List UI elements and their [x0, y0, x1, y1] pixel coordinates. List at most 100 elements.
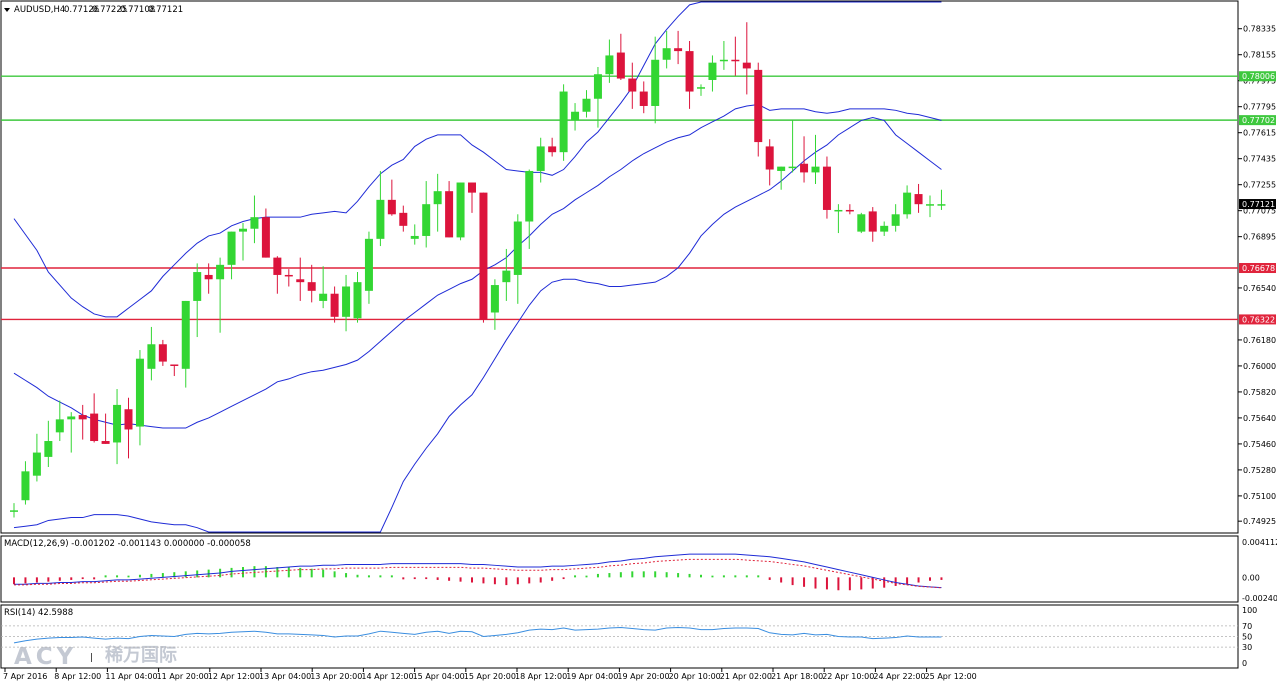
time-tick-label: 21 Apr 18:00 [771, 672, 823, 681]
bollinger-mid [13, 104, 942, 429]
rsi-tick-label: 0 [1242, 659, 1247, 668]
candle-bull [227, 231, 236, 265]
price-tick-label: 0.78155 [1243, 51, 1276, 60]
rsi-tick-label: 50 [1242, 633, 1252, 642]
time-tick-label: 15 Apr 04:00 [413, 672, 465, 681]
candle-bull [559, 91, 568, 153]
candle-bear [628, 78, 637, 92]
candle-bear [445, 191, 454, 238]
price-tick-label: 0.77615 [1243, 129, 1276, 138]
candle-bear [124, 409, 133, 430]
candle-bull [216, 264, 225, 280]
macd-label: MACD(12,26,9) -0.001202 -0.001143 0.0000… [4, 539, 251, 549]
logo-divider: | [90, 653, 93, 663]
macd-tick-label: -0.002409 [1242, 594, 1277, 603]
candle-bear [307, 282, 316, 291]
candle-bull [490, 285, 499, 313]
candle-bull [582, 98, 591, 112]
candle-bull [44, 441, 53, 457]
candle-bear [273, 257, 282, 275]
candle-bull [937, 204, 946, 206]
candle-bear [284, 274, 293, 277]
price-tick-label: 0.75820 [1243, 388, 1276, 397]
price-tick-label: 0.75640 [1243, 414, 1276, 423]
price-tick-label: 0.76180 [1243, 336, 1276, 345]
macd-panel-border [0, 535, 1239, 603]
candle-bull [880, 225, 889, 232]
level-price-tag [1239, 115, 1276, 126]
candle-bear [800, 163, 809, 173]
rsi-tick-label: 70 [1242, 622, 1252, 631]
candle-bear [822, 166, 831, 210]
candle-bull [21, 471, 30, 501]
time-tick-label: 7 Apr 2016 [3, 672, 47, 681]
time-tick-label: 12 Apr 12:00 [208, 672, 260, 681]
time-tick-label: 24 Apr 22:00 [873, 672, 925, 681]
candle-bull [903, 192, 912, 215]
candle-bull [571, 111, 580, 121]
candle-bull [777, 166, 786, 171]
candle-bear [479, 192, 488, 320]
candle-bear [754, 69, 763, 143]
candle-bear [158, 344, 167, 362]
candle-bear [674, 48, 683, 52]
candle-bull [433, 191, 442, 205]
price-tick-label: 0.76540 [1243, 284, 1276, 293]
candle-bear [204, 274, 213, 280]
candle-bear [914, 194, 923, 205]
candle-bull [719, 59, 728, 62]
logo-text-cn: 稀万国际 [105, 644, 177, 666]
time-tick-label: 22 Apr 10:00 [822, 672, 874, 681]
candle-bull [181, 300, 190, 369]
candle-bull [834, 209, 843, 212]
price-tick-label: 0.77255 [1243, 181, 1276, 190]
candle-bear [170, 364, 179, 366]
candle-bull [67, 416, 76, 420]
candle-bull [353, 282, 362, 319]
candle-bull [147, 344, 156, 369]
candle-bull [376, 199, 385, 239]
candle-bull [536, 146, 545, 171]
level-price-label: 0.76322 [1242, 315, 1275, 324]
level-price-tag [1239, 314, 1276, 325]
time-tick-label: 20 Apr 10:00 [669, 672, 721, 681]
candle-bull [319, 293, 328, 301]
time-tick-label: 8 Apr 12:00 [54, 672, 101, 681]
candle-bull [10, 510, 18, 512]
chart-header: AUDUSD,H4 0.77126 0.77225 0.77108 0.7712… [4, 5, 183, 15]
candle-bull [811, 166, 820, 173]
candle-bull [502, 270, 511, 283]
candle-bull [513, 221, 522, 275]
price-tick-label: 0.75460 [1243, 440, 1276, 449]
rsi-tick-label: 100 [1242, 606, 1257, 615]
candle-bull [193, 272, 202, 301]
candle-bear [330, 293, 339, 317]
candle-bear [261, 217, 270, 258]
candle-bull [891, 214, 900, 226]
price-tick-label: 0.74925 [1243, 517, 1276, 526]
candle-bear [685, 51, 694, 92]
macd-tick-label: 0.004112 [1242, 538, 1277, 547]
rsi-label: RSI(14) 42.5988 [4, 608, 73, 618]
candle-bull [250, 217, 259, 229]
candle-bear [468, 182, 476, 193]
candle-bull [697, 87, 705, 89]
candle-bull [364, 238, 373, 291]
time-tick-label: 19 Apr 20:00 [617, 672, 669, 681]
triangle-down-icon[interactable] [4, 8, 10, 12]
candle-bear [548, 146, 557, 153]
candle-bull [422, 204, 431, 236]
horizontal-levels [1, 75, 1238, 321]
candle-bear [296, 279, 305, 283]
high-value: 0.77225 [92, 5, 127, 15]
price-tick-label: 0.75280 [1243, 466, 1276, 475]
price-tick-label: 0.76000 [1243, 362, 1276, 371]
candle-bear [387, 199, 396, 215]
open-value: 0.77126 [64, 5, 99, 15]
level-price-tag [1239, 263, 1276, 274]
candle-bull [708, 62, 717, 80]
